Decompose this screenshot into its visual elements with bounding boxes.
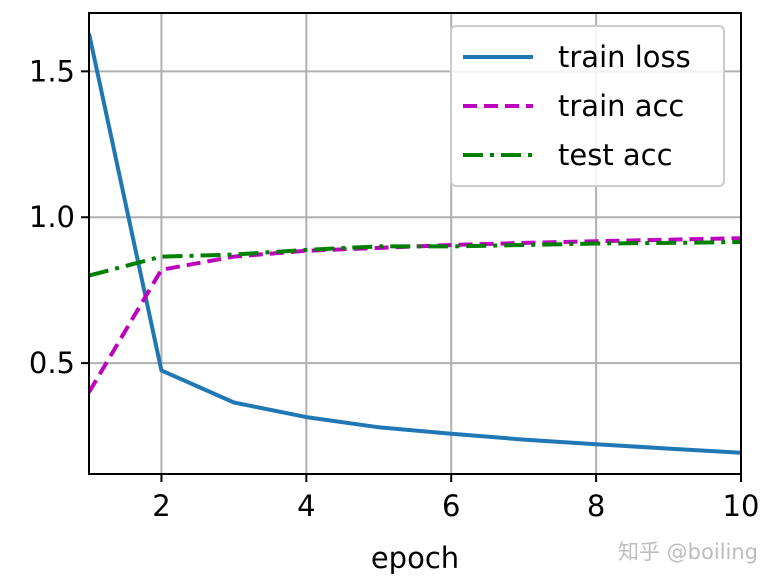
watermark: 知乎 @boiling <box>618 540 758 564</box>
legend-label: test acc <box>558 138 673 172</box>
x-tick-label: 10 <box>723 489 760 523</box>
legend-box <box>450 25 725 187</box>
y-tick-label: 1.0 <box>29 200 75 234</box>
x-axis-label: epoch <box>371 541 459 575</box>
legend-label: train loss <box>558 40 691 74</box>
series-lines <box>89 32 741 455</box>
x-tick-label: 8 <box>587 489 605 523</box>
x-tick-label: 4 <box>297 489 315 523</box>
series-line-train-loss <box>89 32 741 455</box>
legend: train loss train acc test acc <box>450 25 725 187</box>
plot-frame <box>88 12 742 475</box>
series-line-test-acc <box>89 240 741 278</box>
legend-label: train acc <box>558 89 684 123</box>
x-tick-label: 6 <box>442 489 460 523</box>
x-tick-label: 2 <box>152 489 170 523</box>
y-tick-label: 0.5 <box>29 346 75 380</box>
series-line-train-acc <box>89 236 741 394</box>
y-tick-label: 1.5 <box>29 54 75 88</box>
axis-ticks: 2 4 6 8 10 0.5 1.0 1.5 <box>29 54 760 523</box>
